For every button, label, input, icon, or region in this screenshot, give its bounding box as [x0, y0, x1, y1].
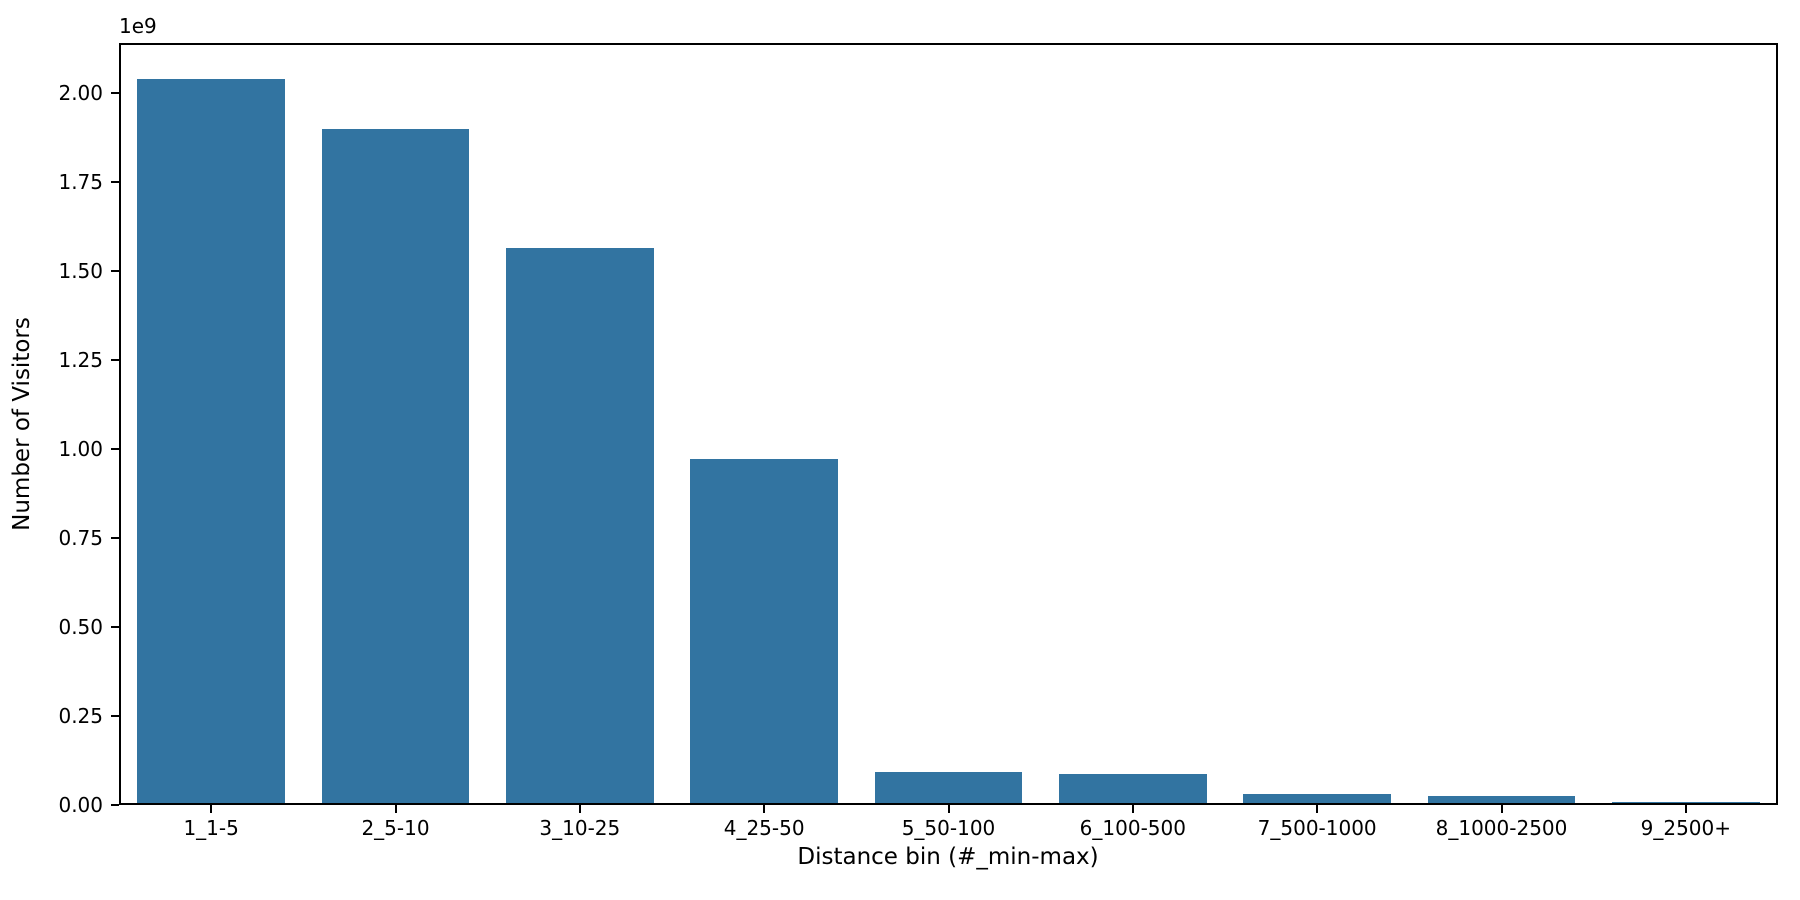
x-tick-label: 3_10-25	[539, 816, 621, 840]
x-tick-mark	[1131, 805, 1134, 813]
x-tick-label: 1_1-5	[183, 816, 239, 840]
y-tick-mark	[111, 358, 119, 361]
y-tick-label: 1.25	[58, 347, 103, 372]
y-tick-mark	[111, 180, 119, 183]
x-tick-mark	[1500, 805, 1503, 813]
y-axis-offset-text: 1e9	[119, 14, 157, 38]
bar-7_500-1000	[1243, 794, 1391, 803]
x-tick-mark	[763, 805, 766, 813]
bar-4_25-50	[690, 459, 838, 803]
y-tick-label: 0.25	[58, 703, 103, 728]
plot-area	[119, 43, 1778, 805]
y-tick-label: 0.00	[58, 793, 103, 817]
y-tick-mark	[111, 625, 119, 628]
y-tick-mark	[111, 714, 119, 717]
x-tick-label: 8_1000-2500	[1435, 816, 1568, 840]
y-tick-label: 0.75	[58, 525, 103, 550]
bar-1_1-5	[137, 78, 285, 803]
bar-5_50-100	[874, 772, 1023, 803]
y-tick-mark	[111, 804, 119, 806]
x-tick-mark	[947, 805, 950, 813]
x-tick-label: 2_5-10	[361, 816, 430, 840]
bar-8_1000-2500	[1427, 795, 1576, 803]
x-tick-mark	[1316, 805, 1319, 813]
x-tick-mark	[394, 805, 397, 813]
x-tick-mark	[578, 805, 581, 813]
x-tick-label: 6_100-500	[1079, 816, 1186, 840]
x-tick-label: 9_2500+	[1640, 816, 1732, 840]
y-tick-label: 2.00	[58, 80, 103, 105]
y-tick-mark	[111, 447, 119, 450]
y-tick-mark	[111, 536, 119, 539]
x-tick-label: 7_500-1000	[1257, 816, 1377, 840]
y-tick-mark	[111, 91, 119, 94]
y-tick-mark	[111, 269, 119, 272]
bar-3_10-25	[506, 247, 654, 803]
y-tick-label: 1.75	[58, 169, 103, 194]
bar-9_2500+	[1612, 802, 1760, 803]
bar-6_100-500	[1059, 773, 1207, 803]
bars-container	[121, 45, 1776, 803]
y-tick-label: 1.00	[58, 436, 103, 461]
bar-2_5-10	[321, 128, 470, 803]
x-tick-mark	[1684, 805, 1687, 813]
x-tick-label: 4_25-50	[723, 816, 805, 840]
y-tick-label: 0.50	[58, 614, 103, 639]
x-tick-label: 5_50-100	[901, 816, 996, 840]
x-tick-mark	[210, 805, 213, 813]
y-tick-label: 1.50	[58, 258, 103, 283]
x-axis-label: Distance bin (#_min-max)	[797, 844, 1099, 870]
